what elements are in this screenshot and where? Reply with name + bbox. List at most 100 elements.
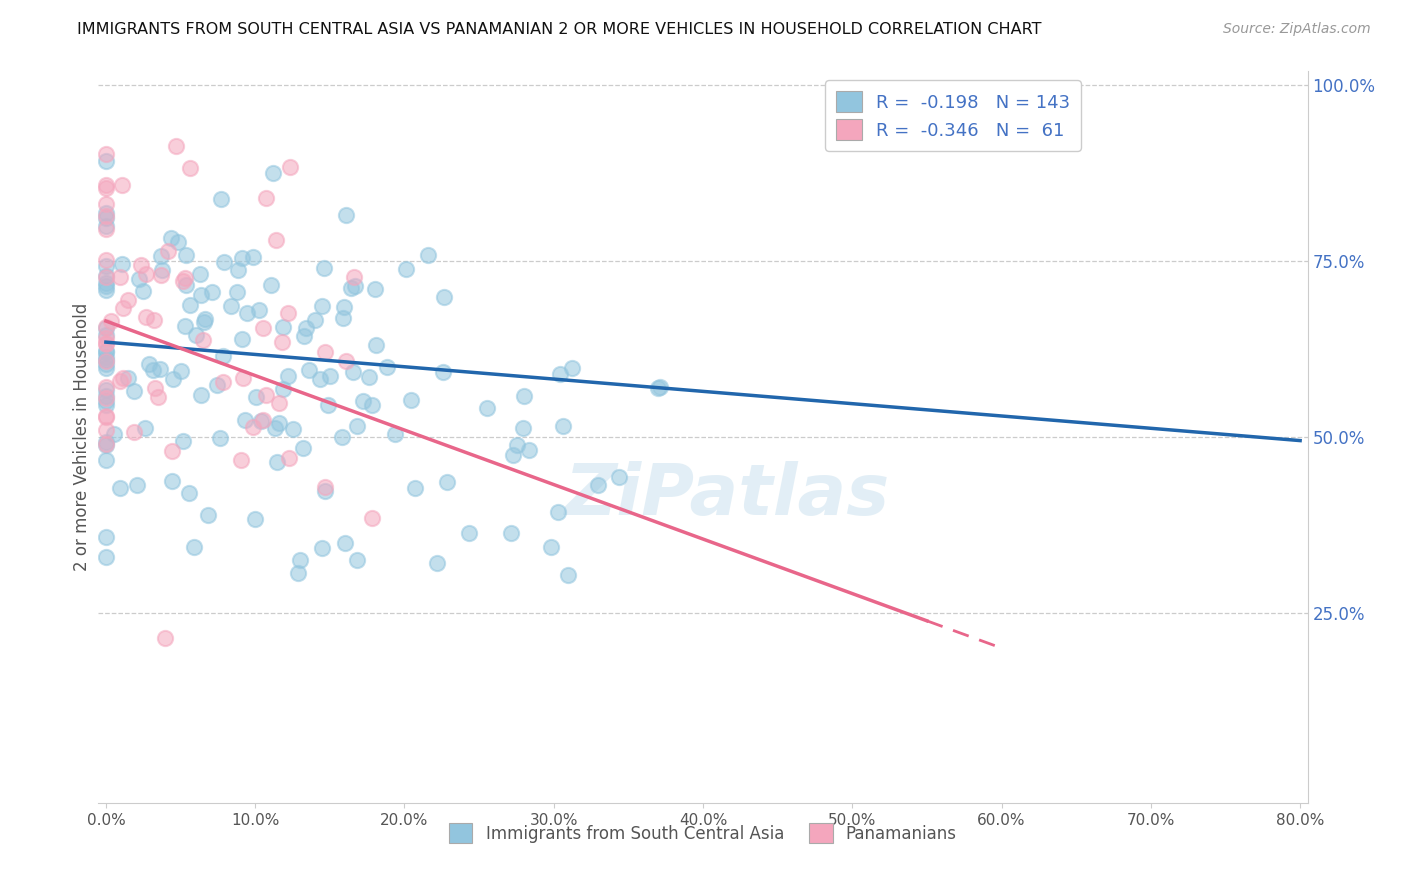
Point bbox=[156, 244, 179, 259]
Point bbox=[311, 541, 333, 556]
Point bbox=[404, 481, 426, 495]
Point bbox=[94, 178, 117, 192]
Point bbox=[149, 268, 172, 282]
Point bbox=[159, 231, 181, 245]
Point bbox=[94, 409, 117, 423]
Text: ZiPatlas: ZiPatlas bbox=[565, 461, 890, 530]
Point bbox=[174, 319, 197, 334]
Point bbox=[271, 383, 294, 397]
Point bbox=[252, 321, 274, 335]
Point bbox=[333, 300, 356, 314]
Point bbox=[94, 343, 117, 358]
Point bbox=[112, 370, 135, 384]
Point bbox=[94, 210, 117, 224]
Point bbox=[94, 392, 117, 406]
Point bbox=[148, 391, 170, 405]
Point bbox=[193, 315, 215, 329]
Point bbox=[94, 353, 117, 368]
Point bbox=[366, 338, 388, 352]
Point bbox=[232, 371, 254, 385]
Point bbox=[607, 470, 630, 484]
Point bbox=[150, 249, 173, 263]
Point bbox=[129, 258, 152, 272]
Point bbox=[416, 247, 439, 261]
Point bbox=[433, 290, 456, 304]
Point bbox=[278, 451, 301, 466]
Point bbox=[94, 435, 117, 450]
Point bbox=[94, 357, 117, 371]
Point bbox=[201, 285, 224, 300]
Point bbox=[226, 263, 249, 277]
Point bbox=[94, 350, 117, 364]
Point bbox=[477, 401, 499, 415]
Point bbox=[247, 303, 270, 318]
Point bbox=[94, 327, 117, 342]
Point bbox=[94, 269, 117, 284]
Point bbox=[94, 361, 117, 376]
Point bbox=[108, 270, 131, 285]
Point bbox=[243, 511, 266, 525]
Point bbox=[94, 353, 117, 368]
Text: IMMIGRANTS FROM SOUTH CENTRAL ASIA VS PANAMANIAN 2 OR MORE VEHICLES IN HOUSEHOLD: IMMIGRANTS FROM SOUTH CENTRAL ASIA VS PA… bbox=[77, 22, 1042, 37]
Point bbox=[278, 161, 301, 175]
Point bbox=[314, 480, 336, 494]
Point bbox=[134, 421, 156, 435]
Point bbox=[262, 166, 284, 180]
Point bbox=[226, 285, 249, 300]
Text: Source: ZipAtlas.com: Source: ZipAtlas.com bbox=[1223, 22, 1371, 37]
Point bbox=[252, 413, 274, 427]
Point bbox=[298, 363, 321, 377]
Point bbox=[143, 381, 166, 395]
Point bbox=[162, 372, 184, 386]
Point bbox=[290, 552, 312, 566]
Point bbox=[512, 421, 534, 435]
Point bbox=[267, 416, 290, 430]
Point bbox=[160, 474, 183, 488]
Point bbox=[94, 452, 117, 467]
Point bbox=[94, 283, 117, 297]
Point bbox=[254, 191, 277, 205]
Point bbox=[94, 276, 117, 290]
Point bbox=[499, 526, 522, 541]
Point bbox=[94, 222, 117, 236]
Point bbox=[502, 449, 524, 463]
Point bbox=[375, 360, 398, 375]
Point bbox=[271, 320, 294, 334]
Point bbox=[295, 320, 318, 334]
Point bbox=[267, 396, 290, 410]
Point bbox=[135, 310, 157, 324]
Point bbox=[557, 567, 579, 582]
Point bbox=[330, 429, 353, 443]
Y-axis label: 2 or more Vehicles in Household: 2 or more Vehicles in Household bbox=[73, 303, 91, 571]
Point bbox=[167, 235, 190, 249]
Point bbox=[172, 274, 194, 288]
Point bbox=[346, 419, 368, 434]
Point bbox=[432, 365, 454, 379]
Point bbox=[94, 397, 117, 411]
Point bbox=[94, 319, 117, 334]
Point bbox=[179, 161, 201, 175]
Point bbox=[335, 353, 357, 368]
Point bbox=[111, 301, 134, 315]
Point bbox=[648, 380, 671, 394]
Point bbox=[316, 398, 339, 412]
Point bbox=[94, 438, 117, 452]
Point bbox=[271, 334, 294, 349]
Point bbox=[343, 269, 366, 284]
Point bbox=[287, 566, 309, 580]
Point bbox=[245, 391, 267, 405]
Point bbox=[513, 389, 536, 403]
Point bbox=[426, 556, 449, 570]
Point bbox=[304, 312, 326, 326]
Point bbox=[506, 438, 529, 452]
Point bbox=[188, 267, 211, 281]
Point bbox=[312, 260, 335, 275]
Point bbox=[197, 508, 219, 523]
Point bbox=[311, 300, 333, 314]
Point bbox=[94, 331, 117, 345]
Point bbox=[110, 481, 132, 495]
Point bbox=[94, 180, 117, 194]
Point bbox=[94, 321, 117, 335]
Point bbox=[94, 380, 117, 394]
Point bbox=[94, 146, 117, 161]
